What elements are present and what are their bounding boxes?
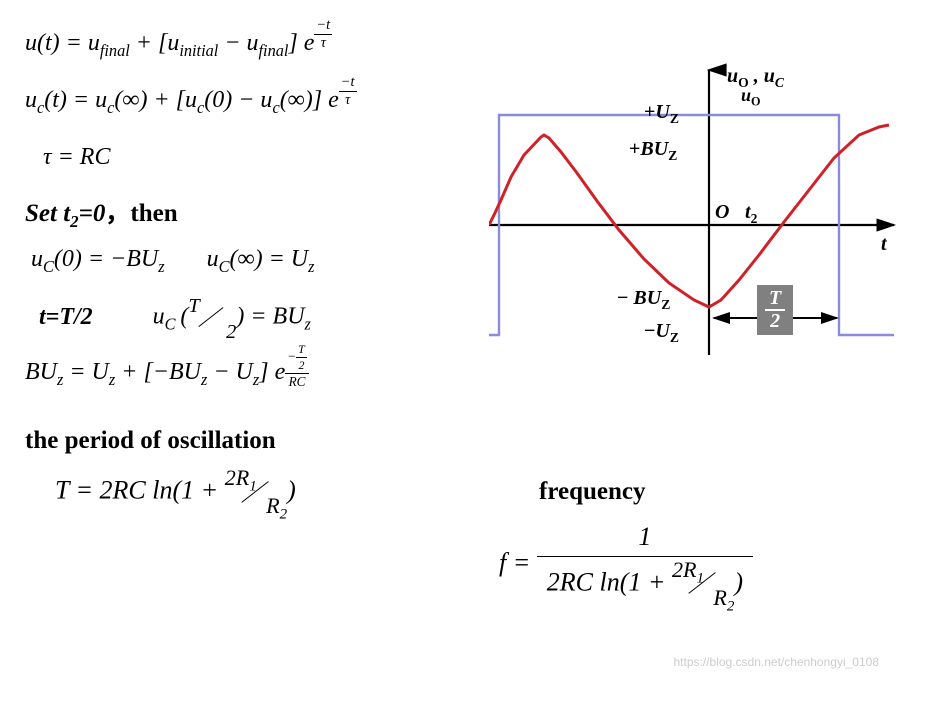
set-heading: Set t2=0，then <box>25 193 505 232</box>
label-t-over-2: T 2 <box>757 285 793 335</box>
equation-uc-t: uc(t) = uc(∞) + [uc(0) − uc(∞)] e−tτ <box>25 87 505 122</box>
equation-period: T = 2RC ln(1 + 2R1R2) <box>55 469 505 516</box>
watermark: https://blog.csdn.net/chenhongyi_0108 <box>674 655 880 669</box>
equation-frequency: f = 1 2RC ln(1 + 2R1R2) <box>499 520 889 610</box>
chart-title-2: uO <box>741 85 761 110</box>
equation-tau: τ = RC <box>43 144 505 171</box>
equation-buz: BUz = Uz + [−BUz − Uz] e−T2RC <box>25 359 505 407</box>
equation-initial-conditions: uC(0) = −BUz uC(∞) = Uz <box>31 246 505 277</box>
equation-u-t: u(t) = ufinal + [uinitial − ufinal] e−tτ <box>25 30 505 65</box>
waveform-chart: uO , uC uO +UZ +BUZ O t2 t − BUZ −UZ T 2 <box>489 55 899 370</box>
label-t-axis: t <box>881 233 887 256</box>
label-t2: t2 <box>745 201 757 227</box>
label-minus-buz: − BUZ <box>617 287 670 313</box>
label-minus-uz: −UZ <box>644 320 679 346</box>
label-origin: O <box>715 201 729 224</box>
capacitor-curve <box>489 125 889 307</box>
freq-heading-text: frequency <box>539 478 645 505</box>
label-plus-buz: +BUZ <box>629 138 677 164</box>
frequency-heading: frequency <box>539 478 889 506</box>
eq1-text: u <box>25 30 37 56</box>
equation-t-half: t=T/2 uC (T2) = BUz <box>25 299 505 337</box>
period-heading: the period of oscillation <box>25 427 505 455</box>
label-plus-uz: +UZ <box>644 101 679 127</box>
chart-svg <box>489 55 899 370</box>
tau-text: τ = RC <box>43 144 110 170</box>
period-heading-text: the period of oscillation <box>25 427 276 454</box>
